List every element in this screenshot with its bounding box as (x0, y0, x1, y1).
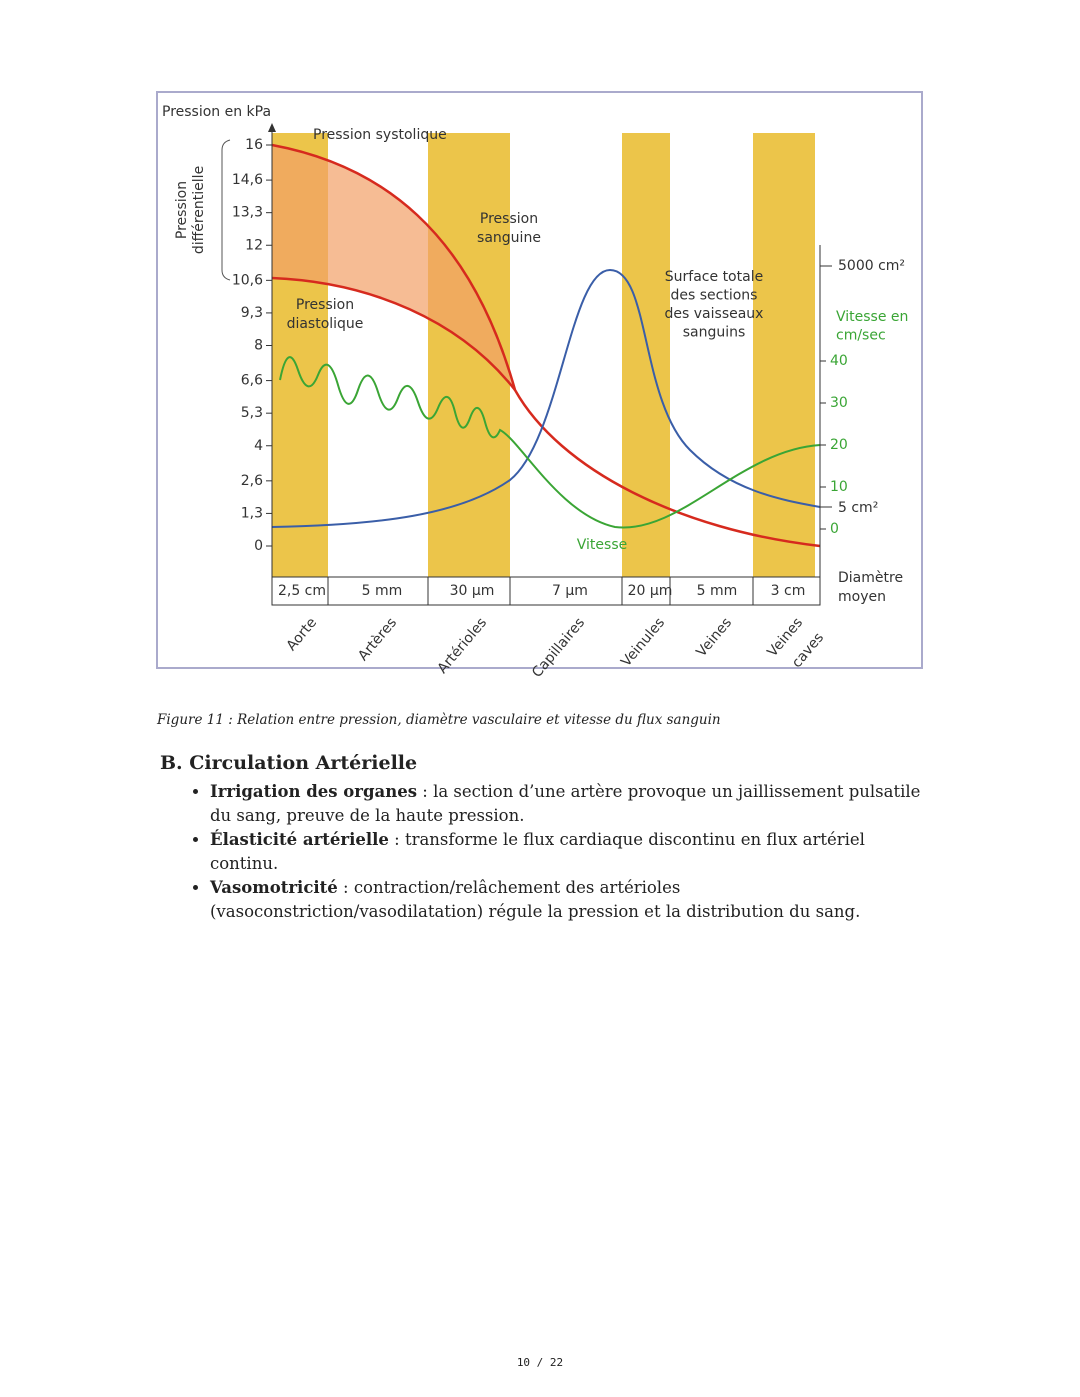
surface-label: Surface totale (665, 269, 763, 285)
diastolic-curve (271, 276, 516, 391)
systolic-label: Pression systolique (313, 127, 447, 143)
y2-tick-label: 0 (830, 521, 839, 537)
diameter-label: 20 µm (628, 583, 673, 599)
bracket (221, 139, 231, 281)
term: Élasticité artérielle (210, 830, 389, 849)
y-tick-label: 8 (254, 338, 263, 354)
y-tick-label: 1,3 (241, 505, 263, 521)
term: Vasomotricité (210, 878, 338, 897)
bracket-label: différentielle (191, 166, 207, 254)
figure: 16 14,6 13,3 12 10,6 9,3 8 6,6 5,3 4 2,6 1,3 0 40 30 20… (156, 91, 923, 680)
y-tick-label: 12 (245, 237, 263, 253)
surface-label: sanguins (683, 325, 746, 341)
section-heading: B. Circulation Artérielle (160, 752, 418, 774)
y2-tick-label: 20 (830, 437, 848, 453)
diameter-row (271, 576, 821, 606)
bullet-item: Vasomotricité : contraction/relâchement … (210, 876, 925, 924)
speed-label: Vitesse (577, 537, 627, 553)
item-text: : la section d’une artère provoque un ja… (210, 782, 921, 825)
diameter-label: 5 mm (362, 583, 403, 599)
y-tick-label: 14,6 (232, 172, 263, 188)
y-tick-label: 0 (254, 538, 263, 554)
diameter-label: 30 µm (450, 583, 495, 599)
item-text: : contraction/relâchement des artérioles… (210, 878, 861, 921)
y-tick-label: 9,3 (241, 305, 263, 321)
bracket-label: Pression (174, 181, 190, 239)
bullet-item: Irrigation des organes : la section d’un… (210, 780, 925, 828)
y2-tick-label: 10 (830, 479, 848, 495)
item-text: : transforme le flux cardiaque discontin… (210, 830, 865, 873)
diameter-label: 7 µm (552, 583, 588, 599)
blood-pressure-label: Pression (480, 211, 538, 227)
surface-curve (271, 268, 821, 528)
speed-curve (279, 356, 821, 529)
term: Irrigation des organes (210, 782, 418, 801)
surface-label: des vaisseaux (665, 306, 764, 322)
pulse-area (272, 145, 515, 390)
diameter-label: 3 cm (771, 583, 806, 599)
y-axis-arrow (268, 123, 276, 132)
caption: Figure 11 : Relation entre pression, dia… (157, 712, 721, 728)
y-tick-label: 4 (254, 438, 263, 454)
page-number: 10 / 22 (516, 1356, 564, 1369)
diastolic-label: Pression (296, 297, 354, 313)
y-tick-label: 5,3 (241, 405, 263, 421)
y-tick-label: 2,6 (241, 473, 263, 489)
y-axis-title: Pression en kPa (162, 104, 271, 120)
diameter-label: 2,5 cm (278, 583, 326, 599)
y-tick-label: 10,6 (232, 272, 263, 288)
diameter-title: moyen (838, 589, 886, 605)
right-axis-title: cm/sec (836, 328, 886, 344)
surface-tick-label: 5000 cm² (838, 258, 905, 274)
bullet-list: Irrigation des organes : la section d’un… (190, 780, 925, 924)
y-tick-label: 16 (245, 137, 263, 153)
y2-tick-label: 30 (830, 395, 848, 411)
blood-pressure-label: sanguine (477, 230, 541, 246)
surface-label: des sections (671, 288, 758, 304)
bullet-item: Élasticité artérielle : transforme le fl… (210, 828, 925, 876)
surface-tick-label: 5 cm² (838, 500, 878, 516)
y-tick-label: 13,3 (232, 205, 263, 221)
y-tick-label: 6,6 (241, 373, 263, 389)
right-axis-title: Vitesse en (836, 309, 908, 325)
diameter-label: 5 mm (697, 583, 738, 599)
diastolic-label: diastolique (287, 316, 364, 332)
diameter-title: Diamètre (838, 570, 903, 586)
y2-tick-label: 40 (830, 353, 848, 369)
